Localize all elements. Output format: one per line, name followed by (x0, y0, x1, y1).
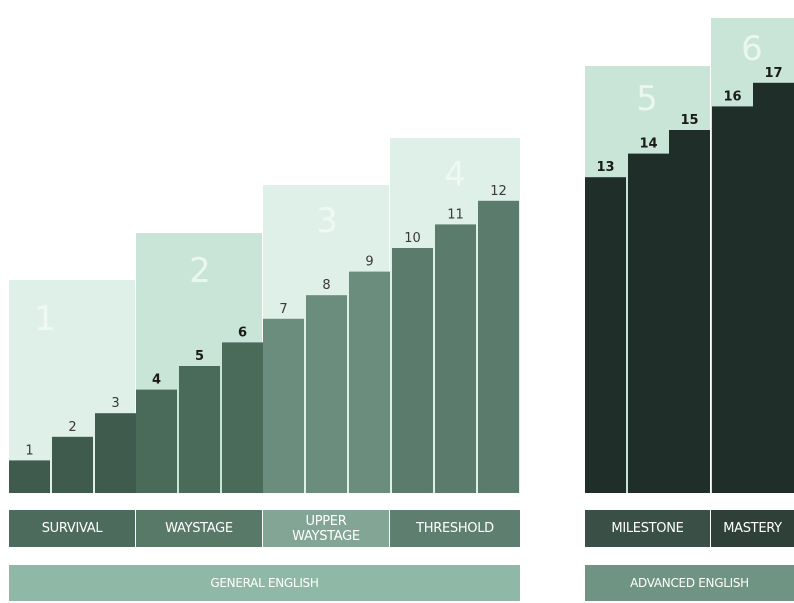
step-value-label: 11 (447, 207, 464, 222)
step-value-label: 16 (723, 89, 741, 104)
band-label-threshold: THRESHOLD (390, 510, 520, 547)
step-bar (222, 342, 263, 493)
step-bar (392, 248, 433, 493)
advanced-english-bar: ADVANCED ENGLISH (585, 565, 794, 601)
step-value-label: 9 (365, 255, 373, 270)
step-value-label: 8 (322, 278, 330, 293)
step-value-label: 14 (639, 137, 657, 152)
band-label-waystage: WAYSTAGE (136, 510, 262, 547)
step-value-label: 13 (596, 160, 614, 175)
step-bar (9, 460, 50, 493)
step-bar (306, 295, 347, 493)
stage-numeral: 1 (34, 299, 56, 339)
step-bar (478, 200, 519, 494)
step-bar (52, 436, 93, 493)
step-value-label: 12 (490, 184, 507, 199)
step-value-label: 6 (238, 325, 247, 340)
step-value-label: 2 (68, 420, 76, 435)
step-value-label: 15 (680, 113, 698, 128)
band-label-mastery: MASTERY (711, 510, 794, 547)
stage-numeral: 4 (444, 155, 466, 195)
step-bar (753, 82, 794, 494)
band-label-upper-waystage: UPPER WAYSTAGE (263, 510, 389, 547)
stage-numeral: 2 (189, 251, 211, 291)
step-bar (179, 366, 220, 493)
stage-numeral: 5 (636, 79, 658, 119)
step-value-label: 4 (152, 373, 161, 388)
step-bar (95, 413, 136, 493)
step-bar (349, 271, 390, 493)
band-label-milestone: MILESTONE (585, 510, 710, 547)
stage-numeral: 3 (316, 201, 338, 241)
step-value-label: 5 (195, 349, 204, 364)
step-bar (435, 224, 476, 493)
step-bar (136, 389, 177, 493)
step-bar (628, 153, 669, 493)
step-bar (585, 177, 626, 493)
step-value-label: 1 (25, 443, 33, 458)
step-bar (669, 130, 710, 493)
step-value-label: 10 (404, 231, 421, 246)
band-label-survival: SURVIVAL (9, 510, 135, 547)
step-bar (263, 318, 304, 493)
stage-numeral: 6 (741, 29, 763, 69)
step-bar (712, 106, 753, 494)
step-value-label: 3 (111, 396, 119, 411)
step-value-label: 7 (279, 302, 287, 317)
general-english-bar: GENERAL ENGLISH (9, 565, 520, 601)
step-value-label: 17 (764, 66, 782, 81)
